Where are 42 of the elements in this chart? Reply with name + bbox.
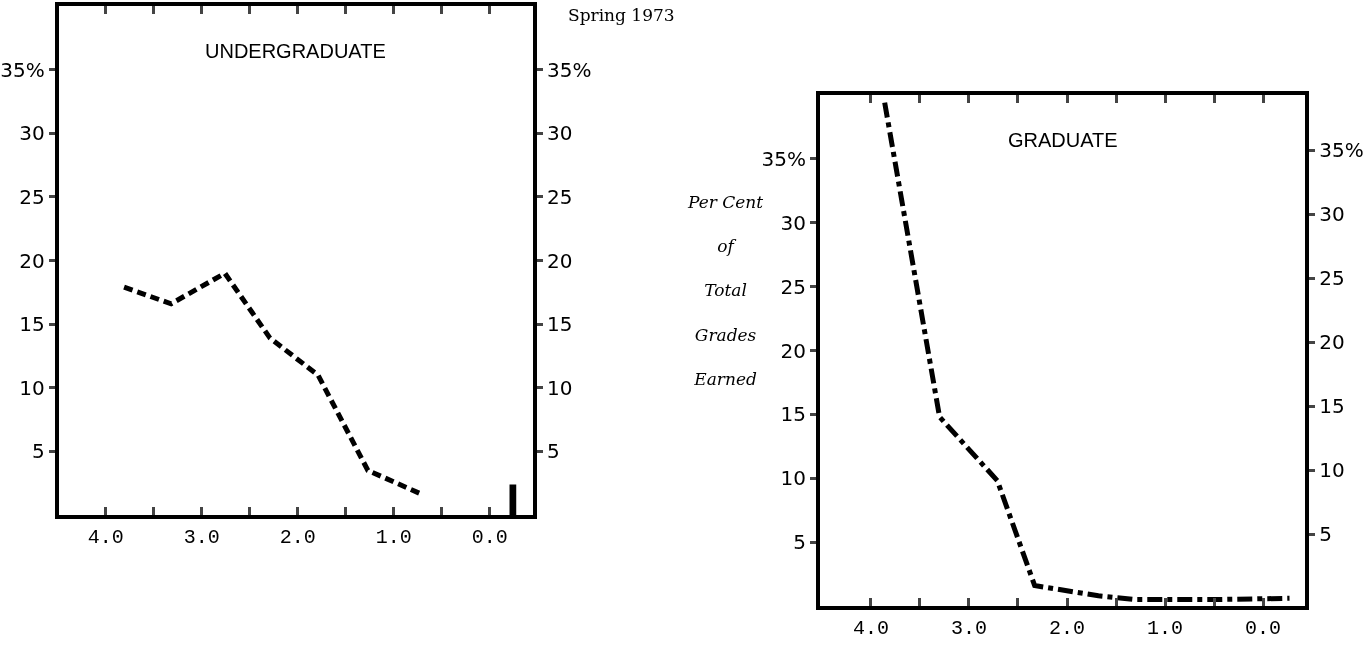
x-tick-label: 1.0 xyxy=(375,526,412,549)
x-tick-label: 2.0 xyxy=(1049,617,1086,640)
x-tick-label: 4.0 xyxy=(852,617,889,640)
text: UNDERGRADUATE xyxy=(205,40,386,62)
y2-tick-label: 25 xyxy=(1319,266,1345,291)
y2-tick-label: 20 xyxy=(547,248,573,273)
y2-tick-label: 10 xyxy=(547,375,573,400)
y-tick-label: 10 xyxy=(19,375,45,400)
y-tick-label: 10 xyxy=(780,466,806,491)
y-tick-label: 20 xyxy=(780,338,806,363)
y-tick-label: 25 xyxy=(19,184,45,209)
y2-tick-label: 20 xyxy=(1319,330,1345,355)
y2-tick-label: 5 xyxy=(547,439,560,464)
x-tick-label: 1.0 xyxy=(1147,617,1184,640)
y-tick-label: 35% xyxy=(0,57,45,82)
y2-tick-label: 15 xyxy=(547,312,573,337)
y2-tick-label: 30 xyxy=(1319,202,1345,227)
x-tick-label: 4.0 xyxy=(87,526,124,549)
x-tick-label: 2.0 xyxy=(279,526,316,549)
text: GRADUATE xyxy=(1008,129,1118,151)
y-tick-label: 35% xyxy=(761,146,806,171)
y2-tick-label: 30 xyxy=(547,121,573,146)
x-tick-label: 0.0 xyxy=(1245,617,1282,640)
y-tick-label: 5 xyxy=(793,530,806,555)
y2-tick-label: 35% xyxy=(547,57,592,82)
x-tick-label: 3.0 xyxy=(950,617,987,640)
x-tick-label: 3.0 xyxy=(183,526,220,549)
y2-tick-label: 5 xyxy=(1319,522,1332,547)
x-tick-label: 0.0 xyxy=(471,526,508,549)
y2-tick-label: 35% xyxy=(1319,138,1364,163)
y-tick-label: 15 xyxy=(780,402,806,427)
y2-tick-label: 25 xyxy=(547,184,573,209)
text: Spring 1973 xyxy=(568,5,675,25)
y-tick-label: 30 xyxy=(780,210,806,235)
y2-tick-label: 10 xyxy=(1319,458,1345,483)
y-tick-label: 20 xyxy=(19,248,45,273)
y-tick-label: 25 xyxy=(780,274,806,299)
y-tick-label: 5 xyxy=(32,439,45,464)
y-tick-label: 30 xyxy=(19,121,45,146)
text: Per Cent of Total Grades Earned xyxy=(688,192,764,389)
y2-tick-label: 15 xyxy=(1319,394,1345,419)
y-tick-label: 15 xyxy=(19,312,45,337)
